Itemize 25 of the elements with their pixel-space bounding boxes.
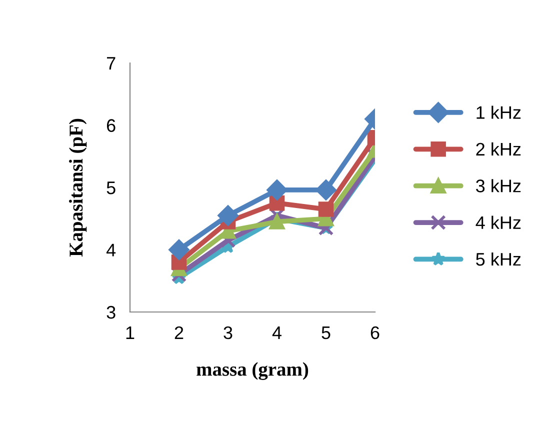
- y-tick-label: 4: [106, 244, 116, 256]
- point: [220, 232, 236, 248]
- x-tick-label: 4: [272, 326, 282, 339]
- point: [168, 240, 190, 260]
- point: [316, 180, 336, 200]
- legend-label: 5 kHz: [476, 252, 521, 266]
- point: [266, 180, 288, 200]
- x-tick-label: 2: [174, 326, 184, 339]
- x-tick-label: 3: [224, 326, 232, 340]
- x-tick-label: 1: [126, 326, 134, 339]
- legend-label: 1 kHz: [476, 106, 521, 119]
- y-tick-label: 3: [106, 306, 116, 319]
- legend-label: 3 kHz: [476, 179, 521, 192]
- point: [318, 202, 334, 217]
- x-axis-title: massa (gram): [196, 362, 308, 380]
- legend-label: 2 kHz: [476, 142, 521, 156]
- x-tick-label: 6: [370, 326, 380, 340]
- y-tick-label: 5: [106, 182, 116, 194]
- point: [269, 214, 285, 230]
- y-tick-label: 7: [106, 57, 116, 70]
- point: [218, 205, 238, 226]
- y-axis-title: Kapasitansi (pF): [68, 118, 87, 257]
- legend-label: 4 kHz: [476, 216, 521, 229]
- y-tick-label: 6: [106, 119, 116, 132]
- x-tick-label: 5: [322, 326, 330, 340]
